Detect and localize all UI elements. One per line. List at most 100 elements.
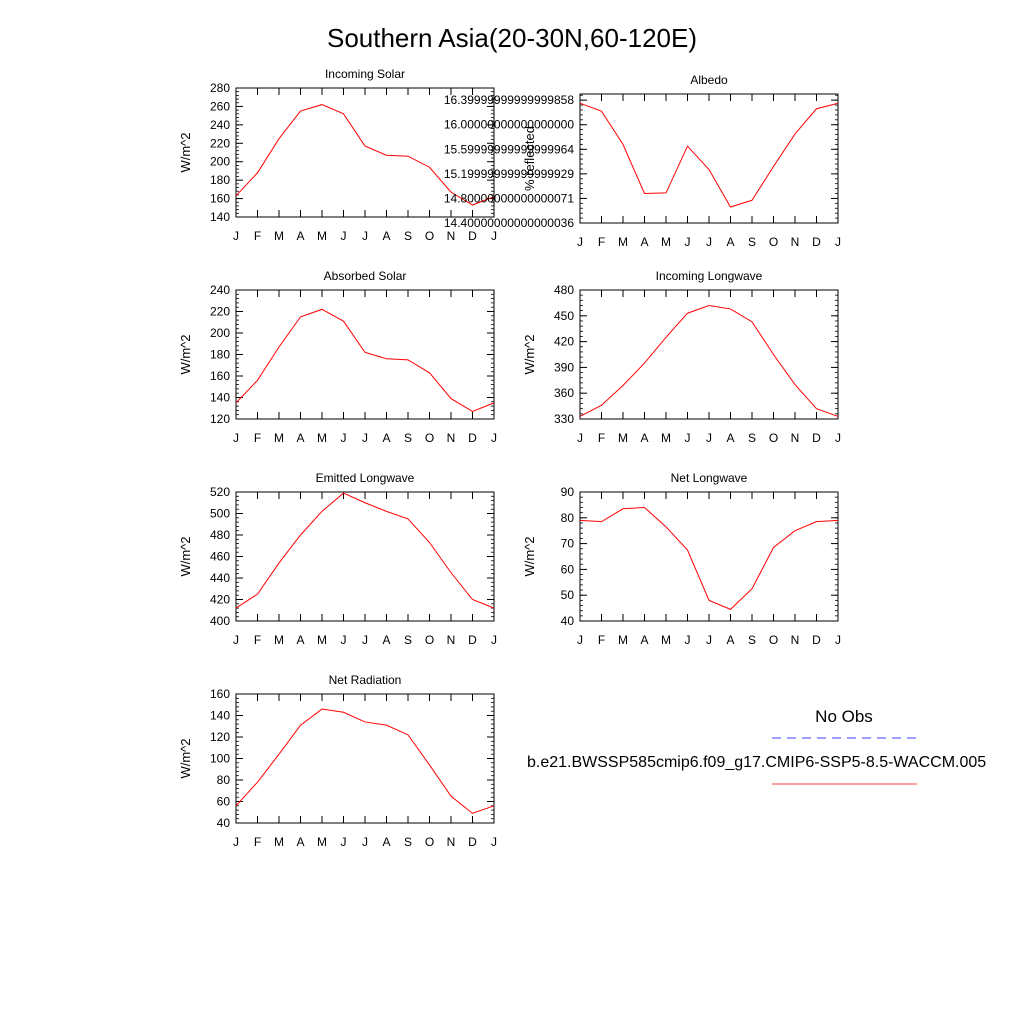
x-tick-label: M [274,229,284,243]
y-tick-label: 180 [210,173,230,187]
x-tick-label: S [748,235,756,249]
x-tick-label: A [296,835,304,849]
y-tick-label: 120 [210,730,230,744]
x-tick-label: D [812,633,821,647]
y-tick-label: 80 [561,511,575,525]
x-tick-label: M [274,633,284,647]
y-tick-label: 140 [210,391,230,405]
x-tick-label: M [317,431,327,445]
x-tick-label: M [618,633,628,647]
x-tick-label: F [254,431,261,445]
series-line [579,102,839,208]
x-tick-label: J [706,431,712,445]
x-tick-label: M [618,235,628,249]
x-tick-label: F [254,229,261,243]
y-tick-label: 220 [210,136,230,150]
x-tick-label: D [812,431,821,445]
x-tick-label: M [317,835,327,849]
panel-title: Absorbed Solar [324,269,407,283]
x-tick-label: J [341,835,347,849]
plot-frame [579,289,839,420]
legend-obs-label: No Obs [815,707,873,726]
x-tick-label: M [317,633,327,647]
x-tick-label: A [726,633,734,647]
x-tick-label: S [404,431,412,445]
x-tick-label: J [685,633,691,647]
x-tick-label: J [362,633,368,647]
x-tick-label: J [341,431,347,445]
panel-title: Emitted Longwave [316,471,415,485]
series-line [579,506,839,610]
panel-title: Net Longwave [671,471,748,485]
chart-panel-2: Albedo 14.40000000000000036 14.80000000000… [444,73,841,249]
y-tick-label: 220 [210,305,230,319]
x-tick-label: J [577,235,583,249]
x-tick-label: J [341,229,347,243]
y-tick-label: 60 [217,795,231,809]
x-tick-label: A [296,229,304,243]
y-axis-label: W/m^2 [522,334,537,374]
x-tick-label: J [491,633,497,647]
y-tick-label: 450 [554,309,574,323]
x-tick-label: N [447,229,456,243]
y-tick-label: 100 [210,752,230,766]
y-tick-label: 16.00000000000000000 [444,118,574,132]
y-tick-label: 15.19999999999999929 [444,167,574,181]
chart-panels: Incoming Solar 140 160 180 200 220 240 260 280 J F… [178,67,841,849]
x-tick-label: F [254,633,261,647]
y-tick-label: 200 [210,155,230,169]
x-tick-label: J [341,633,347,647]
y-tick-label: 14.80000000000000071 [444,191,574,205]
x-tick-label: M [274,431,284,445]
x-tick-label: S [404,229,412,243]
y-tick-label: 280 [210,81,230,95]
y-tick-label: 420 [554,335,574,349]
series-line [235,708,495,814]
series-line [235,492,495,609]
x-tick-label: N [791,633,800,647]
x-tick-label: J [362,835,368,849]
x-tick-label: D [812,235,821,249]
plot-frame [579,93,839,224]
panel-title: Incoming Longwave [656,269,763,283]
y-tick-label: 180 [210,348,230,362]
x-tick-label: J [491,229,497,243]
x-tick-label: J [491,431,497,445]
y-tick-label: 330 [554,412,574,426]
panel-title: Net Radiation [329,673,402,687]
x-tick-label: J [233,229,239,243]
x-tick-label: O [425,431,434,445]
y-tick-label: 200 [210,326,230,340]
x-tick-label: S [748,431,756,445]
x-tick-label: A [382,633,390,647]
y-tick-label: 400 [210,614,230,628]
y-tick-label: 160 [210,687,230,701]
legend-model-label: b.e21.BWSSP585cmip6.f09_g17.CMIP6-SSP5-8… [527,754,986,771]
x-tick-label: A [382,229,390,243]
y-tick-label: 160 [210,369,230,383]
x-tick-label: J [577,633,583,647]
x-tick-label: D [468,431,477,445]
series-line [579,304,839,417]
x-tick-label: O [769,633,778,647]
y-tick-label: 390 [554,360,574,374]
x-tick-label: A [726,235,734,249]
x-tick-label: A [382,431,390,445]
x-tick-label: O [425,229,434,243]
x-tick-label: J [362,229,368,243]
y-tick-label: 240 [210,283,230,297]
x-tick-label: J [362,431,368,445]
y-tick-label: 460 [210,550,230,564]
x-tick-label: A [296,633,304,647]
plot-frame [235,693,495,824]
y-tick-label: 440 [210,571,230,585]
x-tick-label: O [425,835,434,849]
x-tick-label: O [769,235,778,249]
x-tick-label: M [317,229,327,243]
y-tick-label: 40 [217,816,231,830]
x-tick-label: N [447,835,456,849]
